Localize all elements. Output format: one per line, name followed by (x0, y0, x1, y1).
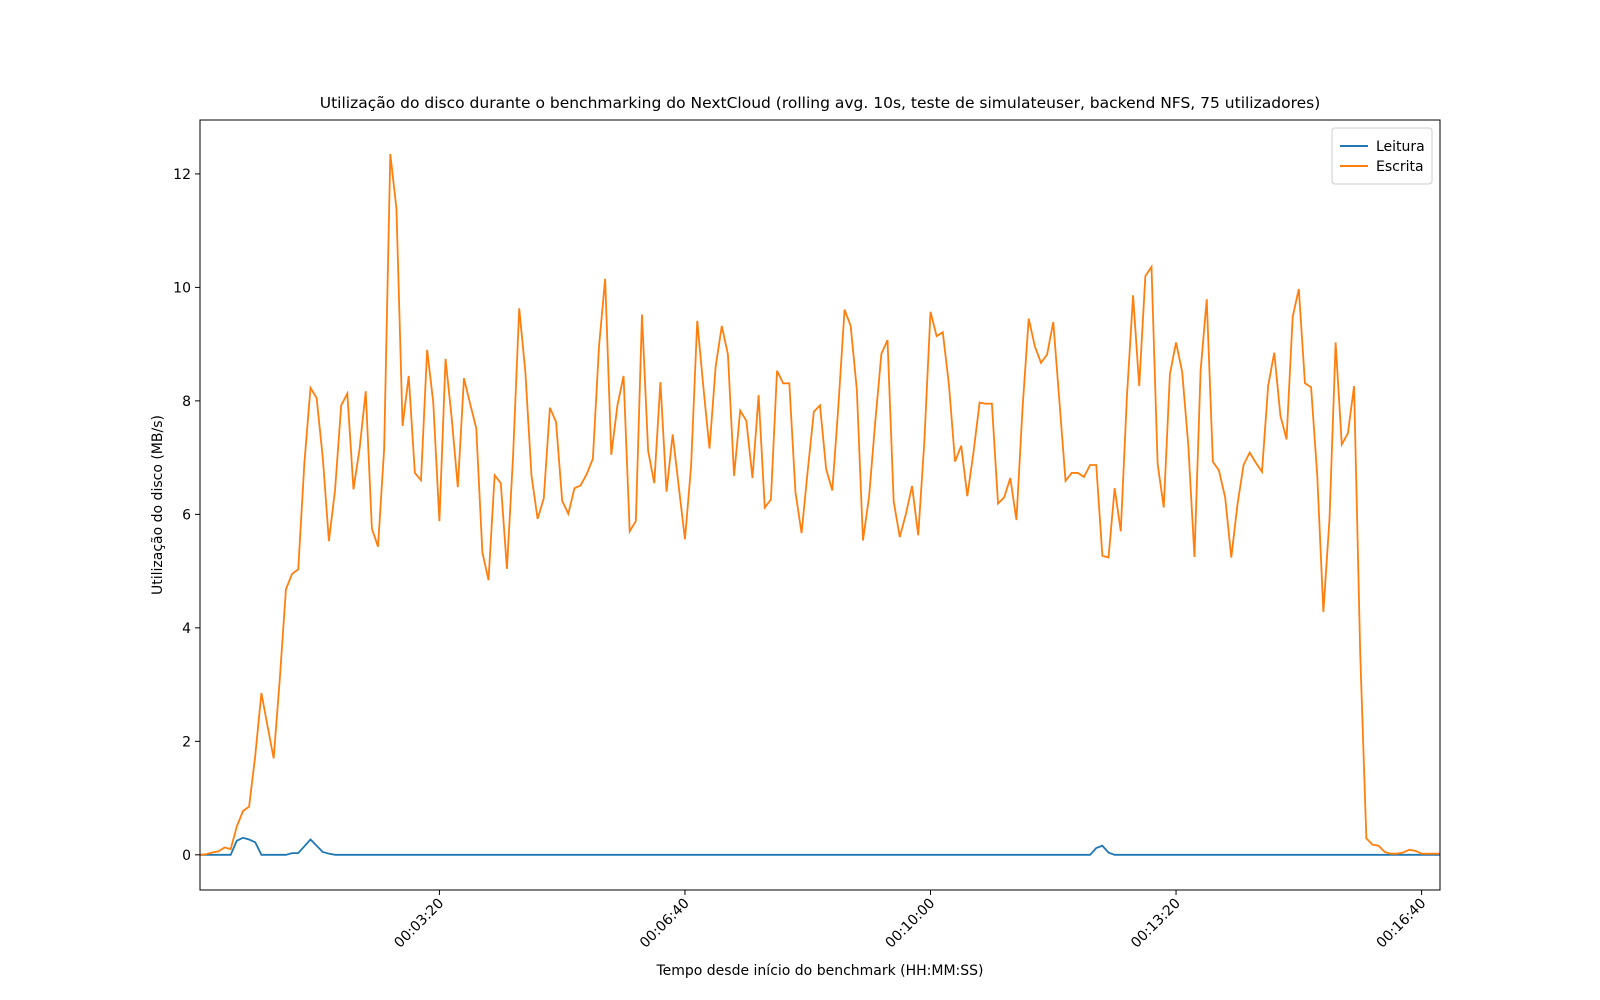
legend-label: Leitura (1376, 139, 1425, 155)
x-tick-label: 00:13:20 (1128, 896, 1184, 952)
y-tick-label: 6 (182, 507, 191, 523)
y-tick-label: 2 (182, 734, 191, 750)
x-tick-label: 00:06:40 (637, 896, 693, 952)
y-tick-label: 0 (182, 848, 191, 864)
y-tick-label: 10 (173, 280, 191, 296)
chart-title: Utilização do disco durante o benchmarki… (320, 94, 1321, 112)
y-tick-label: 4 (182, 621, 191, 637)
legend-box (1331, 127, 1433, 185)
x-tick-label: 00:10:00 (883, 896, 939, 952)
plot-frame (199, 119, 1441, 891)
y-tick-label: 8 (182, 394, 191, 410)
x-axis-label: Tempo desde início do benchmark (HH:MM:S… (655, 963, 983, 979)
series-line (200, 836, 1440, 856)
legend-label: Escrita (1376, 159, 1424, 175)
x-tick-label: 00:03:20 (391, 896, 447, 952)
series-line (200, 153, 1440, 856)
y-axis-label: Utilização do disco (MB/s) (150, 415, 166, 595)
x-tick-label: 00:16:40 (1374, 896, 1430, 952)
y-tick-label: 12 (173, 167, 191, 183)
